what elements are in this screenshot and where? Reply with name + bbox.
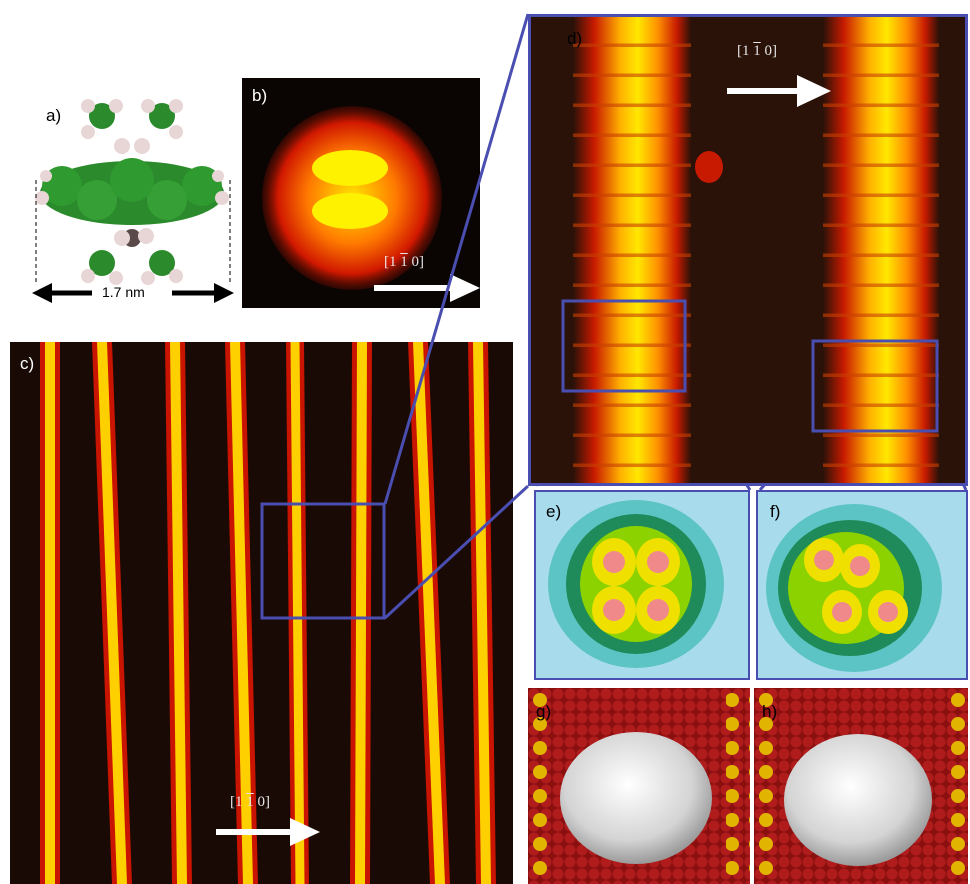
panel-d: d) [1 1 0]	[528, 14, 968, 486]
panel-h: h)	[754, 688, 968, 884]
panel-a-label: a)	[46, 106, 62, 125]
molecule	[784, 734, 932, 866]
panel-e-label: e)	[546, 502, 562, 521]
direction-arrow-icon	[797, 75, 831, 107]
panel-b: b) [1 1 0]	[242, 78, 480, 308]
direction-arrow-icon	[450, 274, 480, 302]
panel-c-label: c)	[20, 354, 35, 373]
molecule-core	[35, 158, 229, 225]
stm-image-b	[262, 106, 480, 302]
stm-image-d	[561, 17, 939, 483]
panel-e: e)	[534, 490, 750, 680]
molecular-row	[468, 342, 496, 884]
adsorption-model-g	[528, 688, 750, 884]
panel-g: g)	[528, 688, 750, 884]
zoom-region-box	[811, 339, 939, 433]
panel-d-direction: [1 1 0]	[737, 43, 777, 59]
molecule-tbutyl-groups	[81, 99, 183, 285]
molecular-row	[165, 342, 192, 884]
panel-f-label: f)	[770, 502, 781, 521]
molecular-row	[225, 342, 258, 884]
panel-b-direction: [1 1 0]	[384, 254, 424, 270]
adsorption-model-h	[754, 688, 968, 884]
stm-image-e	[548, 500, 724, 668]
panel-g-label: g)	[536, 702, 552, 721]
panel-c-direction: [1 1 0]	[230, 794, 270, 810]
molecule-model	[32, 99, 234, 303]
panel-f: f)	[756, 490, 968, 680]
molecular-row	[92, 342, 132, 884]
panel-h-label: h)	[762, 702, 778, 721]
molecular-row	[408, 342, 450, 884]
scale-arrow-icon	[32, 283, 234, 303]
zoom-region-box	[561, 299, 687, 393]
molecule	[560, 732, 712, 864]
stm-image-f	[766, 504, 942, 672]
panel-b-label: b)	[252, 86, 268, 105]
molecular-row	[286, 342, 309, 884]
molecular-row	[350, 342, 372, 884]
scale-label: 1.7 nm	[102, 284, 145, 300]
panel-a: a) 1.7 nm	[22, 88, 247, 313]
panel-c: c) [1 1 0]	[10, 342, 513, 884]
direction-arrow-icon	[290, 818, 320, 846]
panel-d-label: d)	[567, 29, 583, 48]
